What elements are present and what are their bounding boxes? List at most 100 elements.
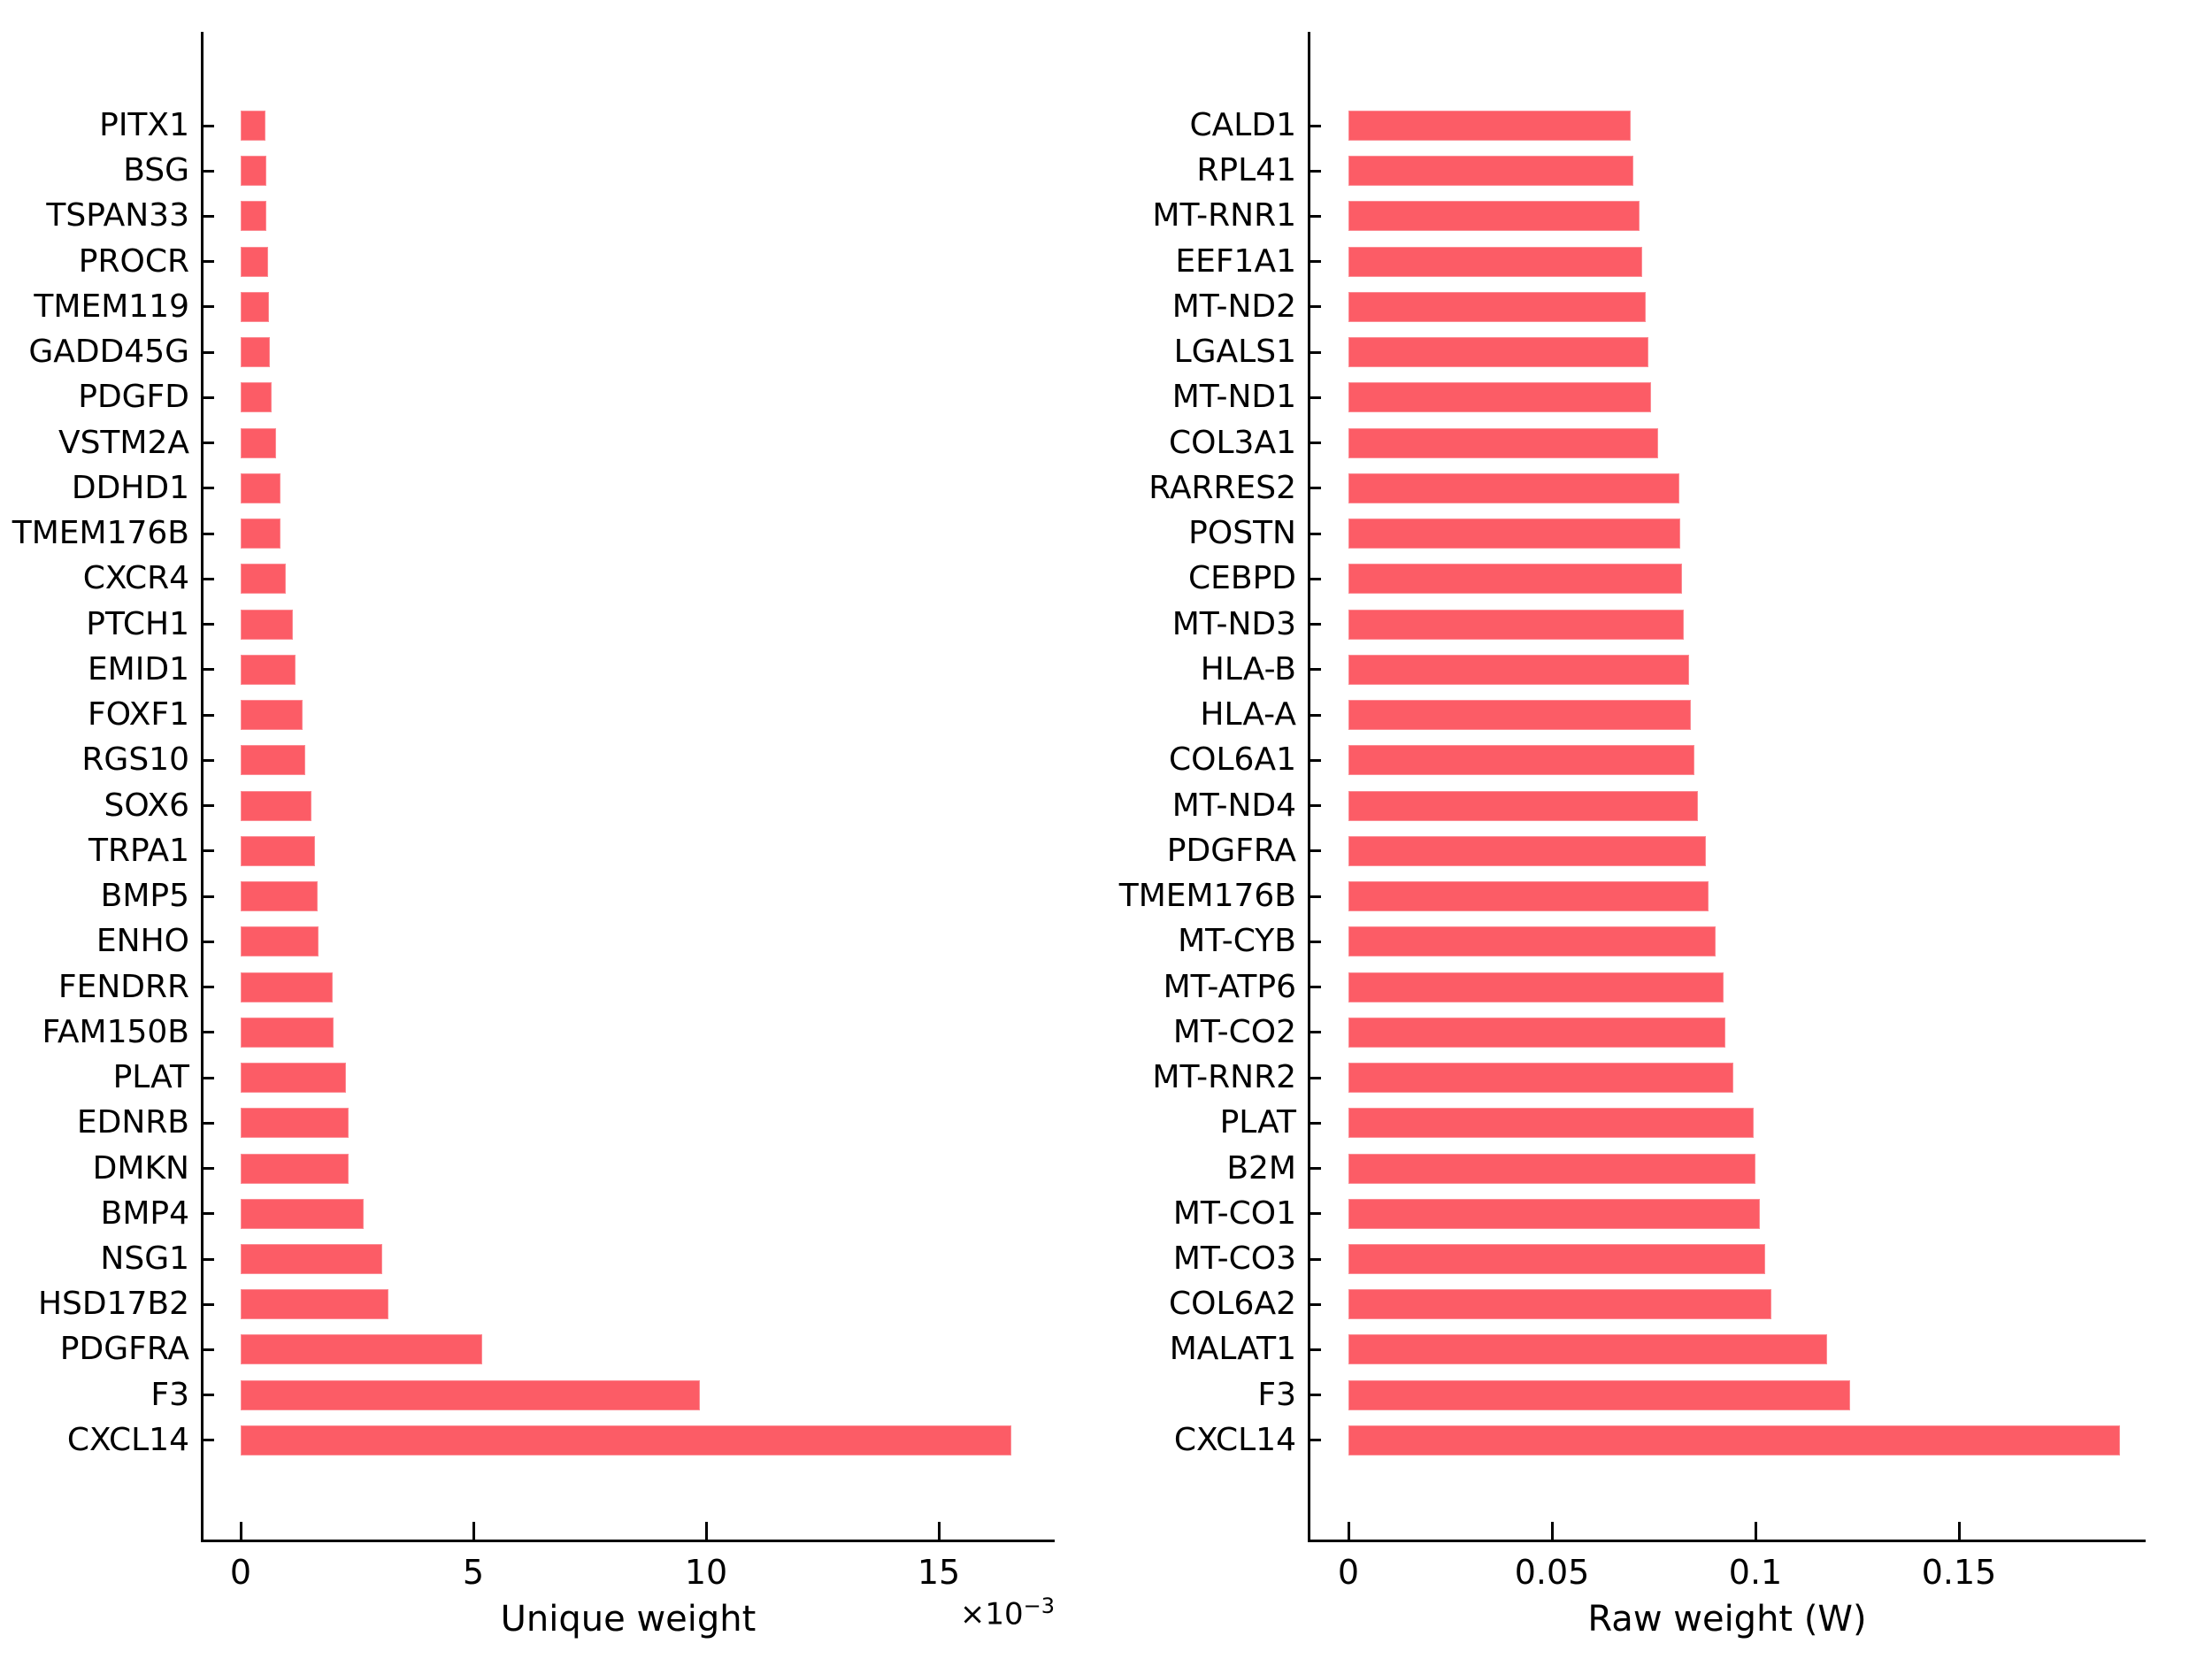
y-tick-mark <box>202 1167 214 1171</box>
ytick-label-CXCR4: CXCR4 <box>82 560 189 597</box>
x-tick-mark <box>704 1522 708 1540</box>
ytick-label-TMEM119: TMEM119 <box>34 288 189 325</box>
bar-F3 <box>241 1379 701 1410</box>
ytick-label-VSTM2A: VSTM2A <box>58 424 189 461</box>
bar-MT-CYB <box>1348 926 1716 957</box>
y-tick-mark <box>1309 895 1321 898</box>
bar-POSTN <box>1348 518 1681 549</box>
y-tick-mark <box>1309 1031 1321 1034</box>
x-tick-mark <box>1957 1522 1961 1540</box>
bar-ENHO <box>241 926 319 957</box>
ytick-label-HSD17B2: HSD17B2 <box>37 1286 189 1323</box>
bar-MT-ND3 <box>1348 609 1684 640</box>
ytick-label-GADD45G: GADD45G <box>28 334 189 371</box>
y-tick-mark <box>1309 623 1321 626</box>
ytick-label-HLA-B: HLA-B <box>1200 650 1296 687</box>
y-tick-mark <box>202 350 214 354</box>
bar-RPL41 <box>1348 156 1633 187</box>
y-tick-mark <box>202 1439 214 1442</box>
ytick-label-RGS10: RGS10 <box>81 741 189 779</box>
y-tick-mark <box>1309 1212 1321 1216</box>
ytick-label-MT-CO1: MT-CO1 <box>1172 1194 1296 1232</box>
y-tick-mark <box>202 260 214 264</box>
bar-DMKN <box>241 1153 349 1184</box>
bar-CXCL14 <box>241 1425 1011 1455</box>
ytick-label-B2M: B2M <box>1226 1149 1296 1187</box>
y-tick-mark <box>202 1212 214 1216</box>
ytick-label-HLA-A: HLA-A <box>1200 696 1296 733</box>
bar-MALAT1 <box>1348 1334 1827 1365</box>
bar-MT-RNR1 <box>1348 201 1640 232</box>
x-tick-mark <box>1754 1522 1757 1540</box>
ytick-label-PDGFRA: PDGFRA <box>59 1331 189 1368</box>
ytick-label-DDHD1: DDHD1 <box>71 469 189 506</box>
bar-TSPAN33 <box>241 201 267 232</box>
y-axis-spine <box>200 32 204 1542</box>
bar-LGALS1 <box>1348 337 1649 368</box>
ytick-label-RPL41: RPL41 <box>1196 152 1296 189</box>
x-tick-label: 0.05 <box>1514 1553 1590 1592</box>
y-tick-mark <box>202 713 214 717</box>
ytick-label-LGALS1: LGALS1 <box>1173 334 1296 371</box>
y-tick-mark <box>1309 1167 1321 1171</box>
y-tick-mark <box>1309 396 1321 399</box>
ytick-label-PDGFRA: PDGFRA <box>1166 832 1296 869</box>
ytick-label-COL3A1: COL3A1 <box>1169 424 1296 461</box>
y-tick-mark <box>1309 305 1321 309</box>
bar-COL6A1 <box>1348 745 1695 776</box>
bar-DDHD1 <box>241 472 280 503</box>
axis-offset-text: ×10−3 <box>772 1586 1055 1634</box>
y-tick-mark <box>202 940 214 943</box>
offset-exponent: −3 <box>1023 1594 1055 1618</box>
bar-BMP4 <box>241 1198 364 1229</box>
y-tick-mark <box>202 396 214 399</box>
y-tick-mark <box>1309 1302 1321 1306</box>
y-tick-mark <box>202 169 214 173</box>
y-tick-mark <box>1309 804 1321 808</box>
x-axis-label: Raw weight (W) <box>1587 1599 1867 1640</box>
ytick-label-MT-ATP6: MT-ATP6 <box>1163 968 1296 1005</box>
bar-B2M <box>1348 1153 1755 1184</box>
bar-HLA-A <box>1348 700 1692 731</box>
bar-BMP5 <box>241 881 319 912</box>
y-tick-mark <box>1309 577 1321 580</box>
ytick-label-BMP5: BMP5 <box>100 878 189 915</box>
ytick-label-MT-ND4: MT-ND4 <box>1171 787 1296 824</box>
bar-NSG1 <box>241 1244 383 1274</box>
bar-CALD1 <box>1348 111 1631 141</box>
bar-MT-CO3 <box>1348 1244 1766 1274</box>
bar-FAM150B <box>241 1017 334 1048</box>
bar-TMEM119 <box>241 291 269 322</box>
y-tick-mark <box>1309 849 1321 853</box>
y-tick-mark <box>202 577 214 580</box>
y-tick-mark <box>1309 1348 1321 1351</box>
bar-PLAT <box>1348 1108 1755 1139</box>
ytick-label-COL6A1: COL6A1 <box>1169 741 1296 779</box>
ytick-label-MT-CYB: MT-CYB <box>1178 923 1296 960</box>
x-tick-label: 15 <box>917 1553 961 1592</box>
y-tick-mark <box>202 124 214 127</box>
bar-MT-ND1 <box>1348 382 1652 413</box>
y-tick-mark <box>202 305 214 309</box>
y-tick-mark <box>202 895 214 898</box>
ytick-label-MT-RNR1: MT-RNR1 <box>1152 197 1296 234</box>
ytick-label-PITX1: PITX1 <box>99 107 189 143</box>
bar-HSD17B2 <box>241 1289 389 1320</box>
y-tick-mark <box>1309 1257 1321 1261</box>
y-tick-mark <box>202 623 214 626</box>
y-tick-mark <box>202 1348 214 1351</box>
y-tick-mark <box>1309 1121 1321 1125</box>
y-tick-mark <box>1309 350 1321 354</box>
bar-FENDRR <box>241 972 334 1002</box>
ytick-label-MT-CO3: MT-CO3 <box>1172 1240 1296 1277</box>
bar-COL3A1 <box>1348 427 1659 458</box>
ytick-label-MT-ND2: MT-ND2 <box>1171 288 1296 325</box>
offset-base: ×10 <box>959 1596 1024 1632</box>
bar-PTCH1 <box>241 609 293 640</box>
bar-RGS10 <box>241 745 306 776</box>
bar-TRPA1 <box>241 835 315 866</box>
ytick-label-PLAT: PLAT <box>112 1059 189 1096</box>
bar-TMEM176B <box>1348 881 1709 912</box>
y-tick-mark <box>202 1394 214 1397</box>
